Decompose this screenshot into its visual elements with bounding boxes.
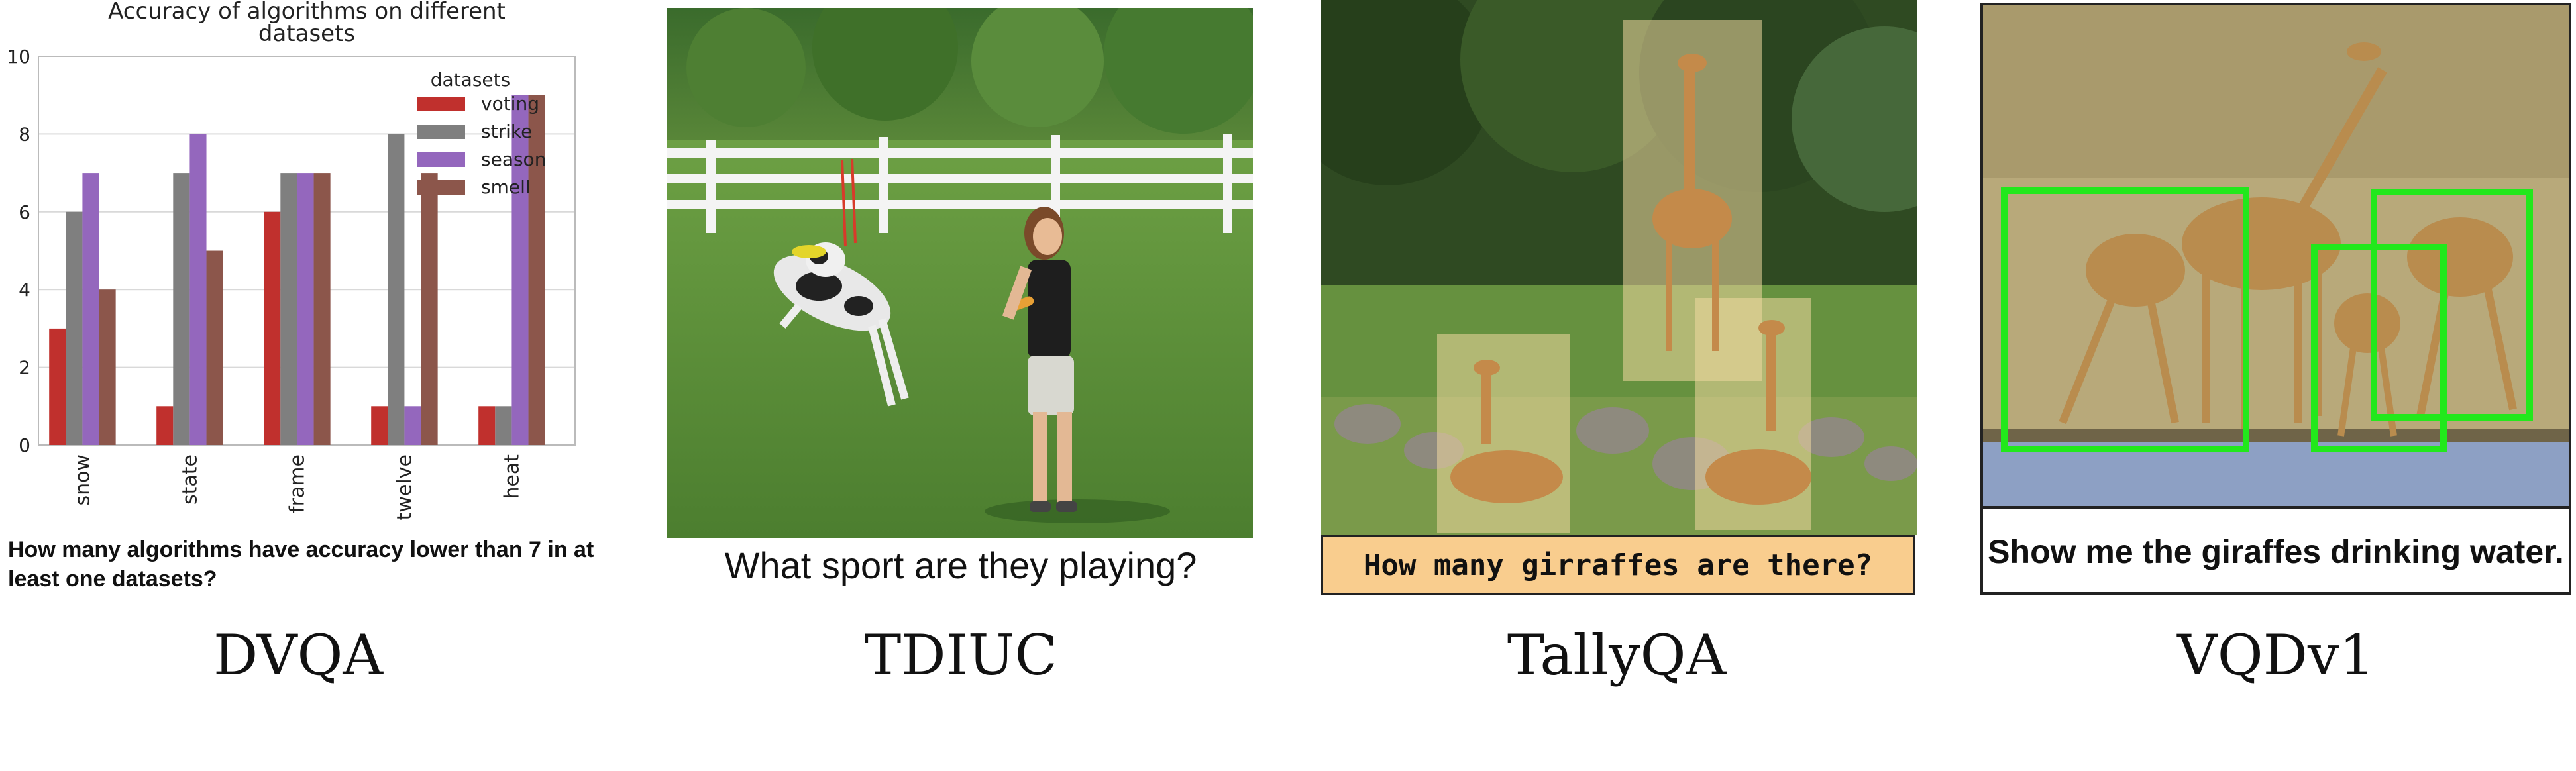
bar-voting-snow [49,328,66,445]
tallyqa-caption: TallyQA [1507,623,1727,688]
y-tick-label: 6 [19,201,30,223]
bar-smell-frame [313,173,331,445]
legend-swatch-season [417,152,465,167]
vqdv1-frame: Show me the giraffes drinking water. [1980,3,2571,595]
legend-title: datasets [431,69,510,91]
bar-strike-frame [280,173,297,445]
bar-smell-twelve [421,173,438,445]
legend-swatch-smell [417,180,465,195]
y-tick-label: 2 [19,357,30,379]
bar-strike-heat [495,406,512,445]
x-tick-label: heat [500,454,523,499]
tdiuc-caption: TDIUC [864,623,1057,688]
giraffes-drinking-photo [1983,5,2569,506]
y-tick-label: 0 [19,435,30,456]
legend-swatch-voting [417,97,465,111]
tallyqa-panel: How many girraffes are there? TallyQA [1318,0,1921,771]
bar-season-snow [82,173,99,445]
y-tick-label: 8 [19,123,30,145]
bar-voting-heat [478,406,496,445]
bar-smell-snow [99,289,116,445]
vqdv1-question: Show me the giraffes drinking water. [1983,506,2569,592]
bar-season-twelve [404,406,421,445]
x-tick-label: twelve [393,454,416,520]
legend-swatch-strike [417,125,465,139]
legend-label-strike: strike [481,121,532,142]
y-tick-label: 4 [19,279,30,301]
bar-smell-heat [528,95,545,445]
tdiuc-panel: What sport are they playing? TDIUC [663,0,1259,771]
x-tick-label: frame [286,454,309,513]
vqdv1-caption: VQDv1 [2177,623,2375,688]
tallyqa-question: How many girraffes are there? [1363,548,1873,582]
dvqa-question: How many algorithms have accuracy lower … [8,537,594,591]
x-tick-label: state [178,454,201,505]
dvqa-caption: DVQA [213,623,384,688]
frisbee-dog-photo [667,8,1253,538]
bar-strike-twelve [388,134,405,445]
chart-title-line-1: Accuracy of algorithms on different [108,0,506,25]
bar-smell-state [206,250,223,445]
dvqa-bar-chart: Accuracy of algorithms on differentdatas… [7,0,576,520]
tdiuc-question: What sport are they playing? [724,544,1197,586]
bar-season-state [189,134,207,445]
dog-figure [773,242,909,407]
woman-figure [985,207,1170,523]
tallyqa-question-banner: How many girraffes are there? [1321,535,1915,595]
bar-voting-twelve [371,406,388,445]
giraffes-count-photo [1321,0,1917,535]
y-tick-label: 10 [7,46,30,68]
bar-voting-state [156,406,174,445]
bar-season-heat [511,95,529,445]
bar-strike-snow [66,211,83,445]
bar-voting-frame [264,211,281,445]
chart-title-line-2: datasets [258,21,355,47]
vqdv1-panel: Show me the giraffes drinking water. VQD… [1978,0,2576,771]
bar-season-frame [297,173,314,445]
legend-label-voting: voting [481,93,539,115]
dvqa-panel: Accuracy of algorithms on different datas… [0,0,603,771]
legend-label-season: season [481,148,546,170]
x-tick-label: snow [71,454,94,506]
bar-strike-state [173,173,190,445]
legend-label-smell: smell [481,176,531,198]
